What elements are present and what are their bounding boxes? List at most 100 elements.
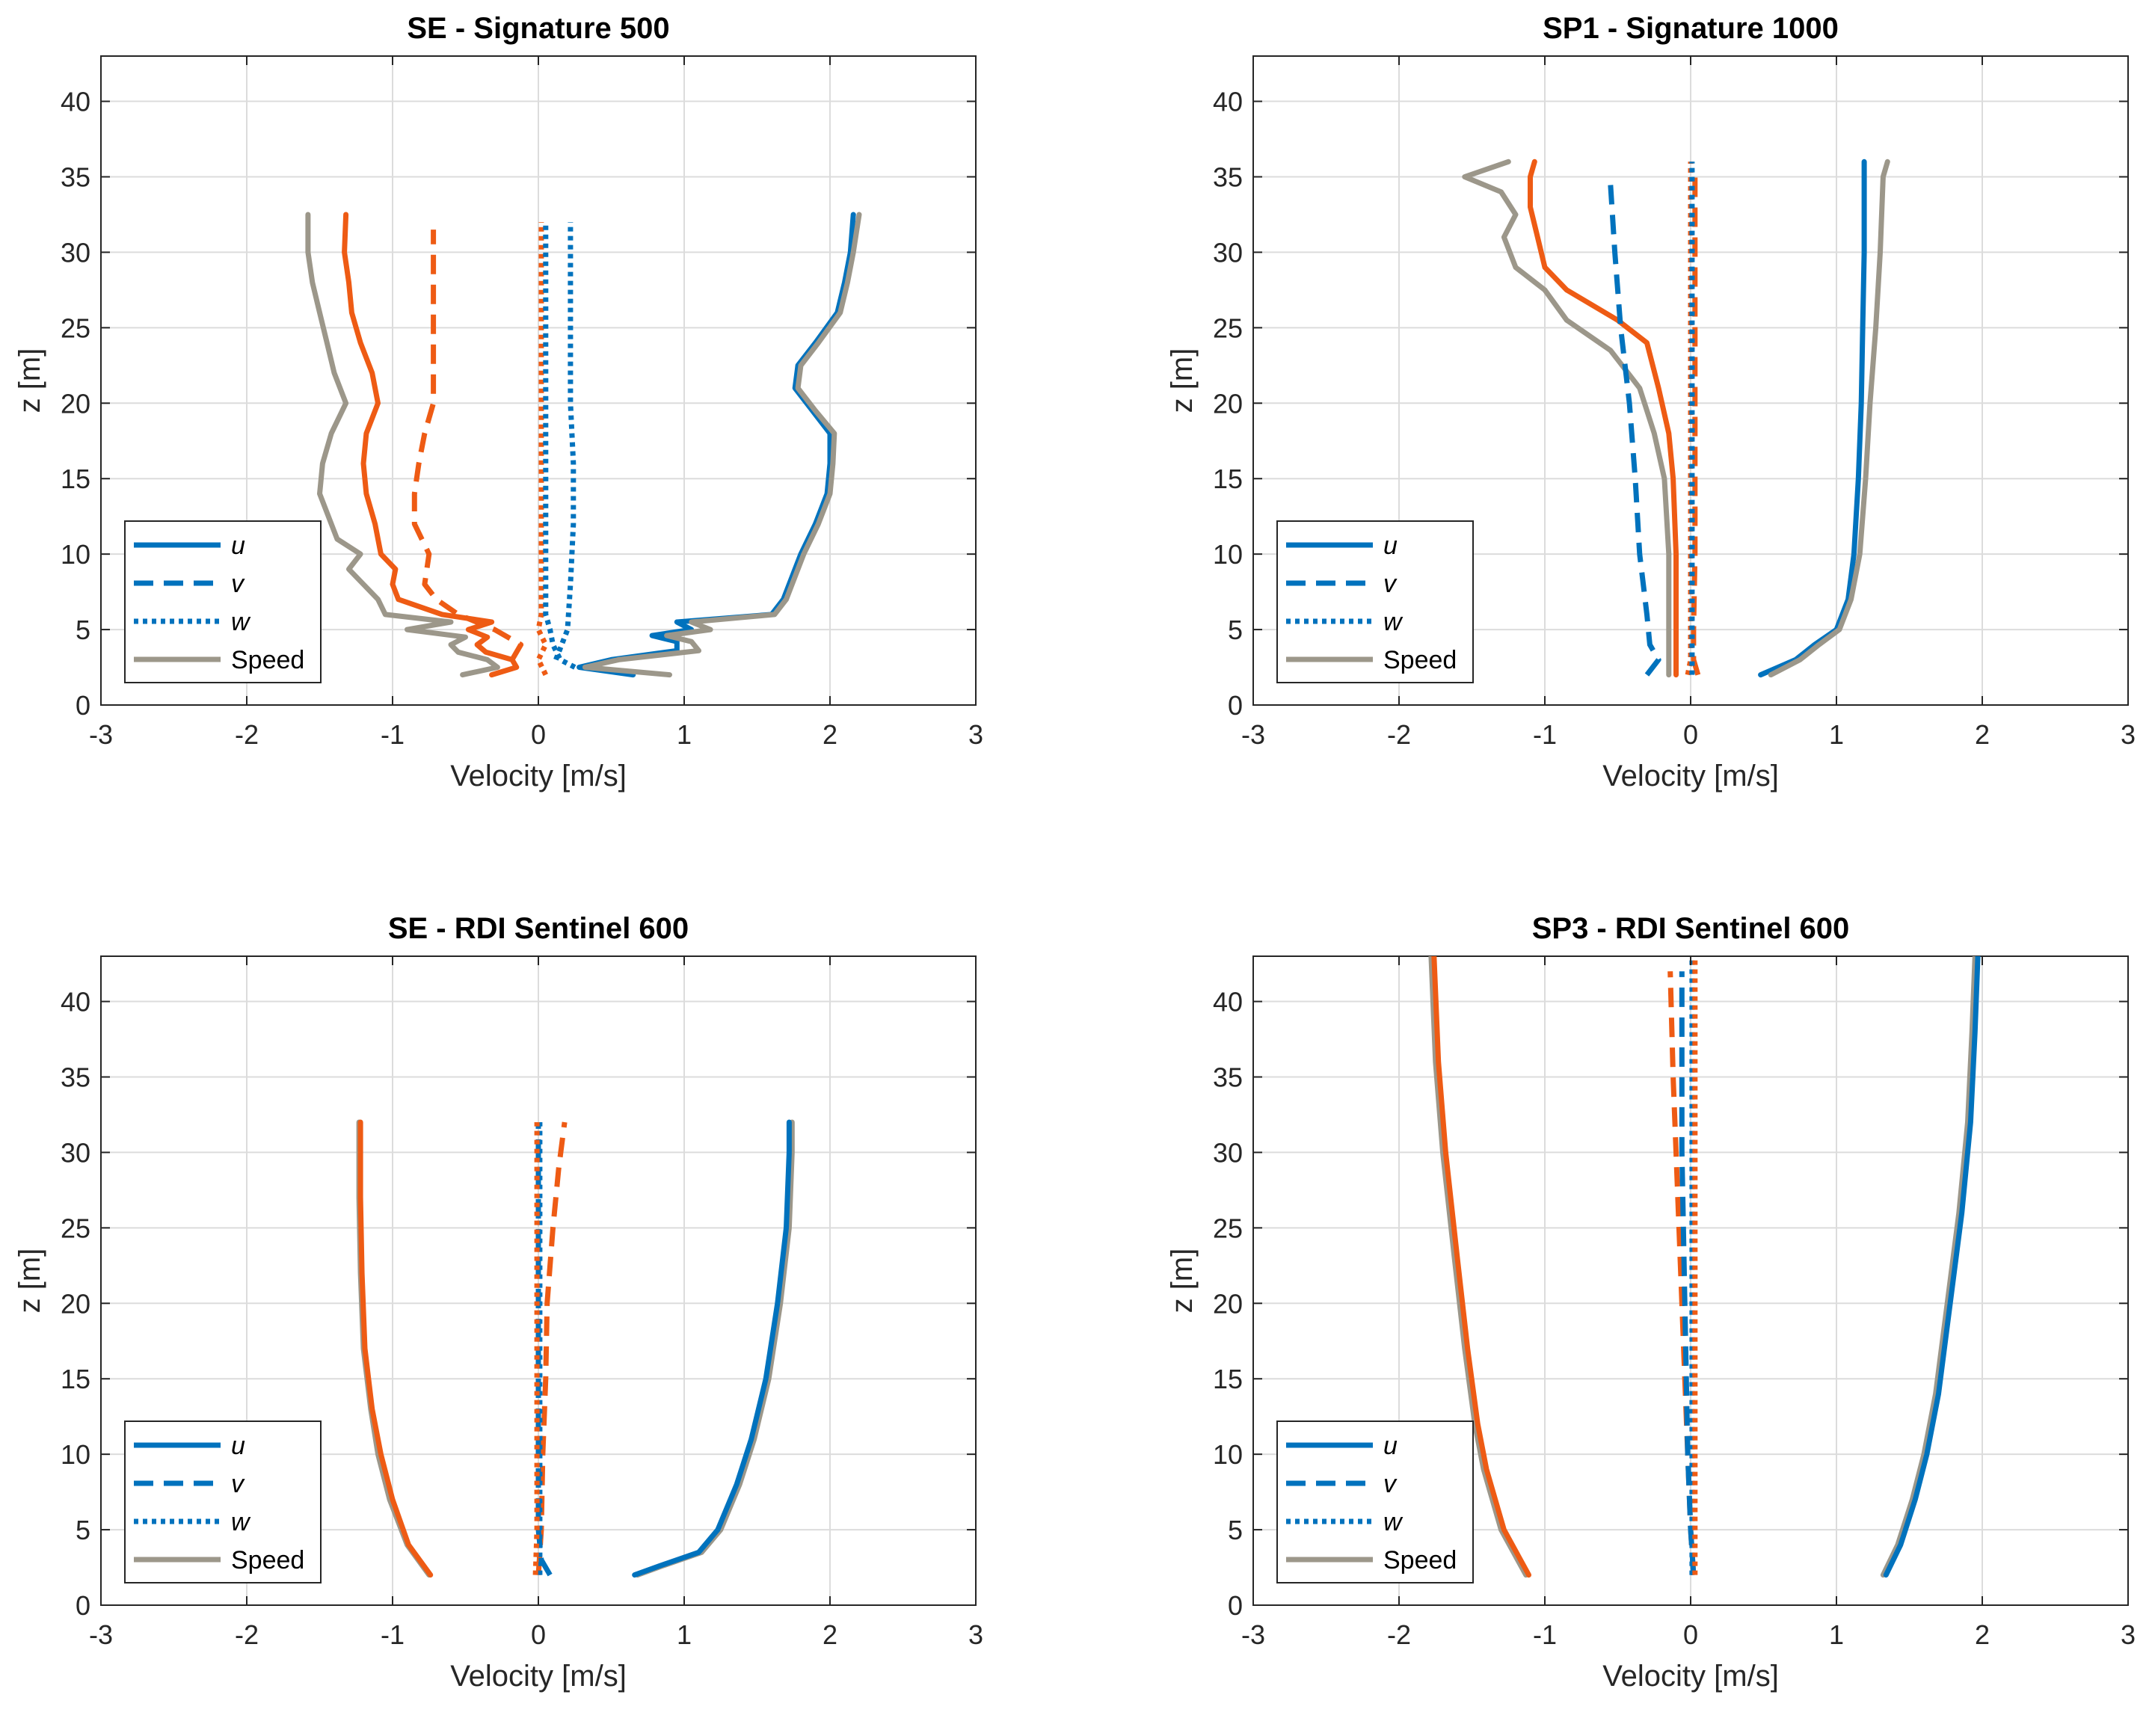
legend-label-2: v	[231, 570, 245, 598]
legend-label-2: v	[1383, 1470, 1398, 1498]
x-axis-label: Velocity [m/s]	[450, 760, 627, 792]
legend-label-3: w	[231, 608, 251, 636]
series-line-w-blue-7	[543, 222, 577, 670]
legend: uvw Speed	[124, 520, 322, 683]
x-tick-label: 2	[823, 1619, 837, 1650]
series-line-u-orange-4	[357, 1119, 434, 1578]
series-group	[356, 1119, 795, 1578]
y-tick-label: 35	[1213, 1062, 1243, 1092]
series-line-u-blue-2	[1883, 956, 1981, 1578]
x-axis-label: Velocity [m/s]	[1602, 760, 1779, 792]
legend-label-4: Speed	[1383, 1546, 1457, 1575]
y-tick-label: 30	[61, 1137, 90, 1168]
y-tick-label: 25	[61, 1213, 90, 1243]
y-tick-label: 35	[61, 161, 90, 192]
y-tick-label: 15	[61, 464, 90, 494]
legend-label-1: u	[1383, 1432, 1398, 1460]
legend: uvw Speed	[124, 1420, 322, 1583]
series-line-speed-gray-4	[305, 212, 500, 678]
y-tick-label: 25	[1213, 313, 1243, 343]
y-tick-label: 25	[1213, 1213, 1243, 1243]
y-tick-label: 10	[61, 539, 90, 570]
series-line-v-blue-6	[1679, 971, 1697, 1575]
y-tick-label: 15	[1213, 464, 1243, 494]
y-tick-label: 40	[1213, 87, 1243, 117]
chart-title: SP3 - RDI Sentinel 600	[1532, 912, 1850, 945]
y-tick-label: 20	[1213, 388, 1243, 419]
series-line-speed-gray-2	[1768, 158, 1890, 678]
legend-label-4: Speed	[1383, 646, 1457, 674]
series-line-v-blue-8	[553, 222, 577, 661]
y-tick-label: 30	[1213, 237, 1243, 268]
series-group	[305, 212, 862, 678]
y-tick-label: 20	[61, 1288, 90, 1319]
y-axis-label: z [m]	[13, 1249, 46, 1314]
x-tick-label: -1	[381, 1619, 405, 1650]
y-tick-label: 25	[61, 313, 90, 343]
series-line-u-blue-2	[632, 1119, 792, 1578]
x-tick-label: -1	[1533, 1619, 1557, 1650]
series-group	[1428, 956, 1981, 1578]
legend-label-1: u	[231, 532, 245, 560]
legend-label-1: u	[231, 1432, 245, 1460]
series-line-speed-gray-3	[582, 212, 862, 678]
series-line-speed-gray-4	[1462, 158, 1672, 678]
x-tick-label: -2	[235, 719, 259, 750]
y-tick-label: 0	[76, 1590, 90, 1621]
series-line-u-orange-3	[1528, 158, 1679, 678]
x-tick-label: -3	[89, 1619, 113, 1650]
y-tick-label: 5	[76, 615, 90, 645]
x-tick-label: -2	[1387, 719, 1411, 750]
y-tick-label: 10	[1213, 1439, 1243, 1470]
legend-box	[124, 1420, 322, 1583]
legend-label-3: w	[1383, 608, 1404, 636]
x-tick-label: 1	[1829, 1619, 1844, 1650]
y-tick-label: 15	[61, 1364, 90, 1394]
x-tick-label: 2	[1975, 719, 1990, 750]
x-tick-label: 3	[968, 719, 983, 750]
series-line-u-blue-1	[1758, 158, 1867, 678]
y-tick-label: 0	[76, 690, 90, 721]
x-tick-label: 2	[823, 719, 837, 750]
legend-box	[1276, 520, 1474, 683]
y-axis-label: z [m]	[1166, 1249, 1199, 1314]
x-axis-label: Velocity [m/s]	[1602, 1660, 1779, 1693]
series-line-v-orange-5	[535, 1121, 568, 1575]
y-tick-label: 40	[1213, 987, 1243, 1018]
legend-label-2: v	[231, 1470, 245, 1498]
x-tick-label: 3	[968, 1619, 983, 1650]
series-line-u-orange-1	[342, 212, 520, 678]
y-tick-label: 5	[1228, 615, 1243, 645]
y-tick-label: 10	[61, 1439, 90, 1470]
x-tick-label: 0	[531, 1619, 546, 1650]
y-tick-label: 15	[1213, 1364, 1243, 1394]
x-axis-label: Velocity [m/s]	[450, 1660, 627, 1693]
series-line-v-orange-6	[1691, 169, 1701, 676]
legend-label-3: w	[1383, 1508, 1404, 1536]
chart-title: SE - RDI Sentinel 600	[388, 912, 689, 945]
legend-label-4: Speed	[231, 646, 304, 674]
y-tick-label: 0	[1228, 1590, 1243, 1621]
series-line-w-orange-8	[532, 1122, 540, 1575]
x-tick-label: 1	[1829, 719, 1844, 750]
y-axis-label: z [m]	[13, 348, 46, 413]
x-tick-label: -3	[89, 719, 113, 750]
series-group	[1462, 158, 1890, 678]
legend-label-4: Speed	[231, 1546, 304, 1575]
y-tick-label: 0	[1228, 690, 1243, 721]
y-tick-label: 20	[61, 388, 90, 419]
legend-label-2: v	[1383, 570, 1398, 598]
x-tick-label: 1	[677, 719, 692, 750]
y-tick-label: 30	[61, 237, 90, 268]
series-line-u-orange-4	[1431, 956, 1531, 1578]
y-tick-label: 30	[1213, 1137, 1243, 1168]
x-tick-label: -3	[1241, 719, 1265, 750]
x-tick-label: -2	[235, 1619, 259, 1650]
y-tick-label: 35	[1213, 161, 1243, 192]
y-tick-label: 5	[1228, 1515, 1243, 1545]
y-tick-label: 40	[61, 987, 90, 1018]
series-line-speed-gray-1	[1880, 956, 1978, 1578]
